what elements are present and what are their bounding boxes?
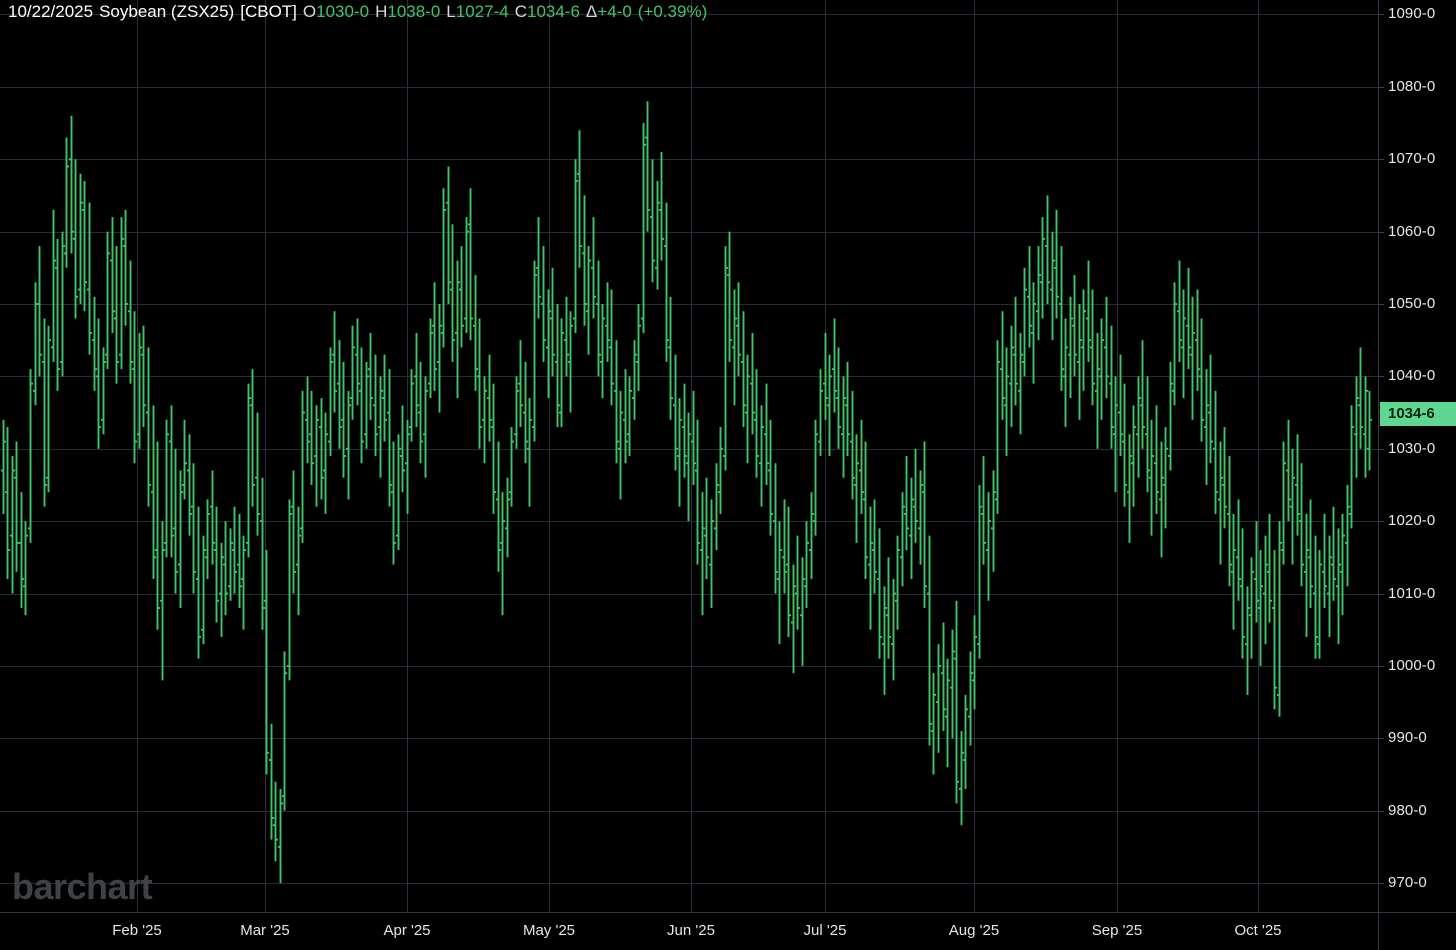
- header-open-label: O: [302, 2, 317, 21]
- price-axis-label: 990-0: [1388, 729, 1427, 747]
- header-change-percent: (+0.39%): [637, 2, 708, 21]
- date-axis-label: Aug '25: [948, 922, 1000, 939]
- header-low-label: L: [446, 2, 456, 21]
- gridline-vertical: [137, 0, 138, 912]
- header-close-value: 1034-6: [526, 2, 580, 21]
- date-axis-label: Jul '25: [803, 922, 847, 939]
- date-axis-label: Oct '25: [1234, 922, 1282, 939]
- ohlc-bars: [0, 101, 1373, 884]
- gridline-vertical: [549, 0, 550, 912]
- gridline-horizontal: [0, 811, 1378, 812]
- price-tick-mark: [1379, 449, 1384, 450]
- price-tick-mark: [1379, 159, 1384, 160]
- gridline-horizontal: [0, 594, 1378, 595]
- price-axis-label: 1030-0: [1388, 439, 1436, 457]
- gridline-horizontal: [0, 14, 1378, 15]
- price-tick-mark: [1379, 232, 1384, 233]
- header-close-label: C: [514, 2, 527, 21]
- price-axis-label: 1090-0: [1388, 5, 1436, 23]
- price-axis-label: 1020-0: [1388, 512, 1436, 530]
- gridline-vertical: [825, 0, 826, 912]
- gridline-horizontal: [0, 159, 1378, 160]
- price-tick-mark: [1379, 666, 1384, 667]
- gridline-vertical: [265, 0, 266, 912]
- price-axis[interactable]: 1034-6 1090-0 1080-0 1070-0 1060-0 1050-0 104…: [1378, 0, 1456, 912]
- price-axis-label: 1050-0: [1388, 295, 1436, 312]
- axis-corner: [1378, 912, 1456, 950]
- price-tick-mark: [1379, 738, 1384, 739]
- date-axis[interactable]: Feb '25 Mar '25 Apr '25 May '25 Jun '25 Jul '…: [0, 912, 1378, 950]
- price-tick-mark: [1379, 811, 1384, 812]
- gridline-vertical: [974, 0, 975, 912]
- gridline-vertical: [1117, 0, 1118, 912]
- gridline-horizontal: [0, 304, 1378, 305]
- header-change-value: +4-0: [597, 2, 632, 21]
- gridline-vertical: [691, 0, 692, 912]
- date-axis-label: Apr '25: [383, 922, 431, 939]
- gridline-vertical: [1258, 0, 1259, 912]
- price-axis-label: 980-0: [1388, 801, 1427, 819]
- date-axis-label: Mar '25: [240, 922, 290, 939]
- gridline-horizontal: [0, 738, 1378, 739]
- date-axis-label: Feb '25: [112, 922, 162, 939]
- date-axis-label: Jun '25: [667, 922, 715, 939]
- gridline-horizontal: [0, 666, 1378, 667]
- header-exchange: [CBOT]: [240, 2, 297, 21]
- price-tick-mark: [1379, 87, 1384, 88]
- price-axis-label: 1010-0: [1388, 584, 1436, 602]
- header-date: 10/22/2025: [8, 2, 94, 21]
- price-axis-label: 1080-0: [1388, 77, 1436, 95]
- gridline-horizontal: [0, 883, 1378, 884]
- header-open-value: 1030-0: [316, 2, 370, 21]
- header-high-value: 1038-0: [387, 2, 441, 21]
- price-axis-label: 1040-0: [1388, 367, 1436, 385]
- price-axis-label: 1070-0: [1388, 150, 1436, 168]
- gridline-horizontal: [0, 521, 1378, 522]
- chart-plot-area[interactable]: [0, 0, 1378, 912]
- header-high-label: H: [375, 2, 388, 21]
- gridline-horizontal: [0, 232, 1378, 233]
- header-change-label: Δ: [585, 2, 598, 21]
- date-axis-label: May '25: [522, 922, 576, 939]
- date-axis-label: Sep '25: [1091, 922, 1143, 939]
- price-tick-mark: [1379, 376, 1384, 377]
- price-axis-label: 1000-0: [1388, 656, 1436, 674]
- last-price-tag: 1034-6: [1380, 402, 1456, 427]
- header-instrument: Soybean (ZSX25): [99, 2, 235, 21]
- price-tick-mark: [1379, 521, 1384, 522]
- price-tick-mark: [1379, 883, 1384, 884]
- gridline-horizontal: [0, 376, 1378, 377]
- gridline-horizontal: [0, 87, 1378, 88]
- header-low-value: 1027-4: [455, 2, 509, 21]
- price-axis-label: 970-0: [1388, 874, 1427, 892]
- price-tick-mark: [1379, 594, 1384, 595]
- price-axis-label: 1060-0: [1388, 222, 1436, 240]
- price-tick-mark: [1379, 14, 1384, 15]
- quote-header: 10/22/2025 Soybean (ZSX25) [CBOT] O1030-0 H1…: [8, 2, 707, 22]
- price-tick-mark: [1379, 304, 1384, 305]
